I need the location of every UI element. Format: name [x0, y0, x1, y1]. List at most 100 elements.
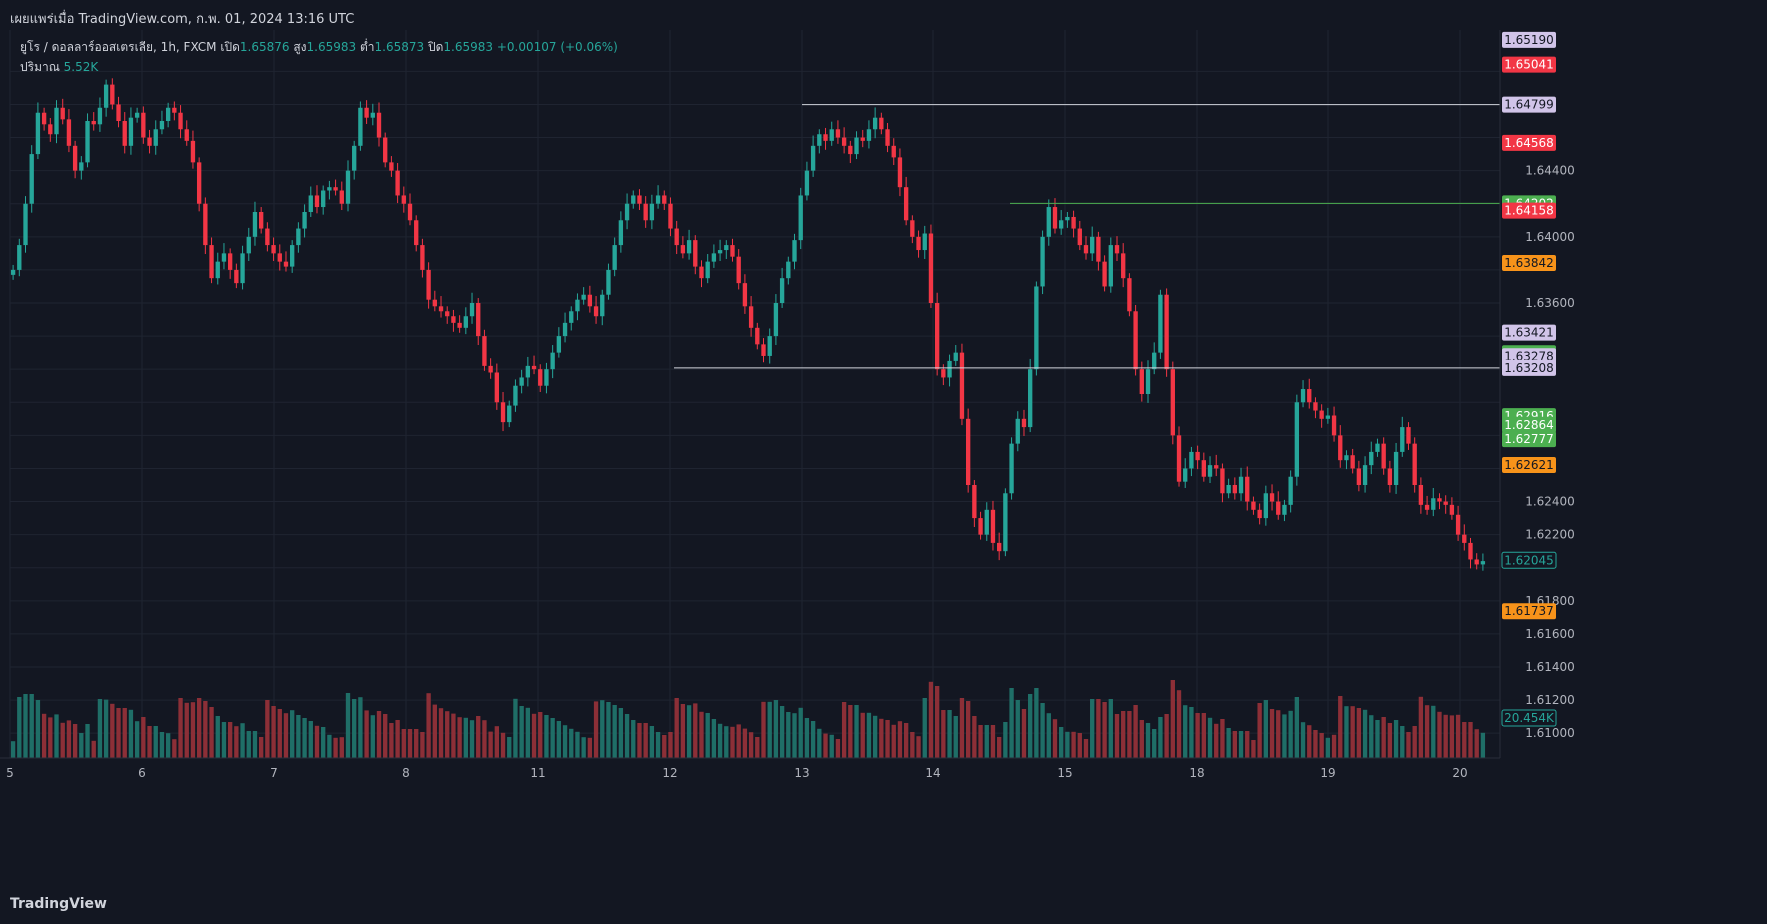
candle-body [1325, 415, 1331, 419]
volume-bar [959, 698, 965, 758]
candle-body [1195, 451, 1200, 461]
candle-body [1480, 561, 1486, 565]
volume-bar [1387, 723, 1393, 758]
candle-body [1424, 504, 1430, 510]
candle-body [1059, 220, 1064, 229]
candle-body [606, 269, 611, 295]
volume-bar [1046, 713, 1051, 758]
volume-bar [1418, 696, 1424, 758]
candle-body [376, 112, 382, 138]
volume-bar [283, 713, 289, 758]
candle-body [184, 129, 189, 141]
candle-body [1127, 278, 1132, 312]
volume-bar [1393, 720, 1399, 758]
tradingview-logo: TradingView [10, 896, 107, 912]
candle-body [1145, 369, 1151, 394]
volume-bar [717, 723, 723, 758]
candle-body [457, 322, 462, 328]
volume-bar [544, 715, 549, 758]
volume-bar [767, 701, 772, 758]
candle-body [277, 253, 282, 262]
volume-bar [23, 694, 28, 758]
candle-body [848, 145, 853, 155]
volume-bar [271, 706, 276, 758]
volume-bar [965, 701, 971, 758]
candle-body [686, 240, 692, 254]
candle-body [172, 107, 177, 113]
y-tick-label: 1.61400 [1525, 660, 1575, 674]
price-badge [1502, 56, 1556, 73]
volume-bar [835, 739, 841, 758]
candle-body [637, 195, 642, 204]
candle-body [1369, 451, 1374, 466]
candle-body [1183, 468, 1188, 482]
candle-body [153, 129, 158, 146]
volume-bar [711, 719, 717, 758]
candle-body [1176, 435, 1182, 482]
price-badge-label: 1.63842 [1504, 256, 1554, 270]
candle-body [550, 352, 555, 370]
candle-body [1269, 493, 1275, 502]
candle-body [990, 509, 996, 543]
volume-bar [302, 718, 307, 758]
volume-bar [10, 741, 16, 758]
symbol-legend: ยูโร / ดอลลาร์ออสเตรเลีย, 1h, FXCM เปิด1… [20, 38, 618, 57]
candle-body [227, 253, 233, 270]
candle-body [680, 245, 686, 254]
volume-bar [1114, 714, 1120, 758]
price-badge-label: 1.63278 [1504, 349, 1554, 363]
volume-bar [1307, 725, 1312, 758]
volume-bar [1201, 713, 1206, 758]
volume-bar [110, 703, 115, 758]
candle-body [147, 137, 152, 146]
volume-bar [1350, 706, 1355, 758]
candle-body [643, 203, 648, 221]
candle-body [1052, 207, 1058, 229]
candle-body [823, 134, 828, 141]
volume-bar [1238, 731, 1244, 758]
candle-body [891, 145, 896, 158]
candle-body [1362, 465, 1368, 485]
price-badge-label: 1.65041 [1504, 58, 1554, 72]
volume-bar [593, 701, 599, 758]
volume-bar [1381, 717, 1386, 758]
candle-body [705, 261, 710, 279]
volume-bar [903, 723, 909, 758]
candle-body [1220, 468, 1225, 494]
volume-bar [693, 703, 698, 758]
volume-bar [79, 733, 84, 758]
candle-body [1090, 236, 1095, 254]
candle-body [1034, 286, 1039, 370]
volume-bar [1455, 714, 1461, 758]
volume-bar [17, 697, 22, 758]
volume-bar [1294, 697, 1300, 758]
candle-body [885, 129, 890, 146]
candle-body [79, 162, 84, 171]
price-badge-label: 1.64158 [1504, 204, 1554, 218]
y-tick-label: 1.62200 [1525, 528, 1575, 542]
y-tick-label: 1.63600 [1525, 296, 1575, 310]
candle-body [593, 306, 599, 317]
candle-body [1121, 253, 1126, 279]
candle-body [717, 250, 723, 254]
candle-body [370, 112, 375, 118]
candle-body [1077, 228, 1082, 246]
candle-body [996, 542, 1002, 552]
candle-body [928, 233, 934, 303]
candle-body [761, 344, 766, 356]
volume-bar [1263, 700, 1269, 758]
candle-body [333, 187, 338, 191]
candle-body [41, 112, 47, 125]
volume-bar [1251, 740, 1256, 758]
candle-body [519, 377, 524, 386]
volume-bar [41, 713, 47, 758]
volume-bar [823, 733, 828, 758]
candle-body [1114, 245, 1120, 254]
volume-bar [705, 713, 710, 758]
candle-body [724, 245, 729, 251]
volume-bar [1127, 711, 1132, 758]
volume-bar [879, 718, 884, 758]
volume-bar [240, 723, 245, 758]
footer-bar [0, 884, 1767, 924]
